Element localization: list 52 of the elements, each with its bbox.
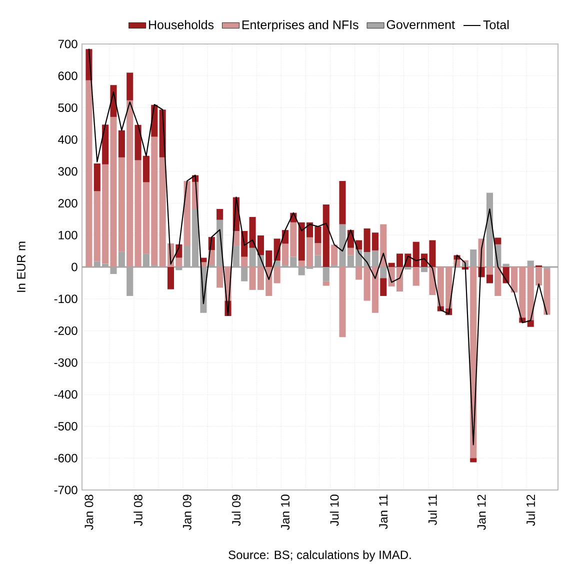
bar <box>527 320 534 327</box>
bar <box>356 266 362 280</box>
x-tick-label: Jan 12 <box>477 494 486 530</box>
y-tick-label: 100 <box>58 230 78 240</box>
y-axis-title: In EUR m <box>17 242 26 292</box>
bar <box>86 80 92 267</box>
y-tick-label: -400 <box>54 390 78 399</box>
bar <box>470 458 477 462</box>
y-tick-label: 200 <box>58 199 78 208</box>
x-tick-label: Jul 08 <box>134 494 142 526</box>
bar <box>241 256 248 267</box>
bar <box>274 266 280 284</box>
bar <box>339 180 346 224</box>
y-tick-label: -600 <box>54 454 78 462</box>
y-tick-label: -500 <box>54 422 78 431</box>
bar <box>412 266 420 286</box>
bar <box>380 224 387 267</box>
x-tick-label: Jan 09 <box>182 494 192 530</box>
y-tick-label: 600 <box>58 72 78 80</box>
bar <box>118 130 125 158</box>
x-tick-label: Jul 10 <box>330 494 339 526</box>
y-tick-label: -200 <box>54 326 78 335</box>
y-tick-label: 300 <box>58 167 78 176</box>
bar <box>380 278 387 296</box>
bar <box>322 204 330 267</box>
source-note: Source: BS; calculations by IMAD. <box>228 550 411 562</box>
bar <box>494 238 502 244</box>
x-tick-label: Jul 12 <box>526 494 536 526</box>
bar <box>216 209 224 220</box>
bar <box>167 266 174 290</box>
legend-label: Households <box>149 20 214 30</box>
legend-label: Enterprises and NFIs <box>242 20 358 32</box>
legend-label: Government <box>386 20 455 30</box>
y-tick-label: -300 <box>54 358 78 367</box>
x-tick-label: Jan 10 <box>281 494 290 530</box>
y-tick-label: 0 <box>72 262 78 272</box>
y-tick-label: 500 <box>58 103 78 112</box>
y-tick-label: 700 <box>58 40 78 48</box>
bar <box>126 72 134 100</box>
bar <box>347 248 354 256</box>
bar <box>322 281 330 286</box>
y-tick-label: 400 <box>58 135 78 144</box>
legend-label: Total <box>483 20 509 30</box>
x-tick-label: Jul 11 <box>428 494 437 526</box>
y-tick-label: -700 <box>54 486 78 494</box>
x-tick-label: Jan 11 <box>379 494 388 530</box>
bar <box>331 244 338 266</box>
x-tick-label: Jan 08 <box>84 494 94 530</box>
x-tick-label: Jul 09 <box>232 494 241 526</box>
line-series <box>88 48 548 446</box>
bar <box>339 266 346 338</box>
y-tick-label: -100 <box>54 294 78 304</box>
